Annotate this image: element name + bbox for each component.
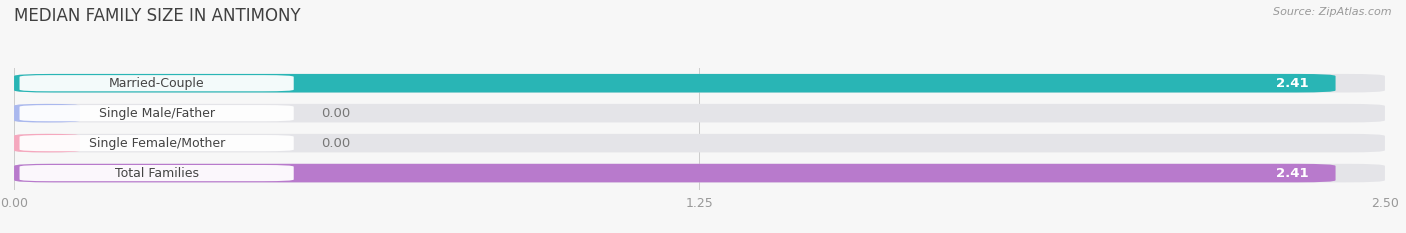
FancyBboxPatch shape — [14, 134, 80, 152]
Text: Source: ZipAtlas.com: Source: ZipAtlas.com — [1274, 7, 1392, 17]
FancyBboxPatch shape — [14, 104, 80, 123]
FancyBboxPatch shape — [14, 164, 1385, 182]
FancyBboxPatch shape — [20, 75, 294, 91]
Text: 2.41: 2.41 — [1275, 77, 1308, 90]
FancyBboxPatch shape — [20, 105, 294, 121]
Text: 2.41: 2.41 — [1275, 167, 1308, 180]
FancyBboxPatch shape — [20, 165, 294, 181]
Text: Single Male/Father: Single Male/Father — [98, 107, 215, 120]
FancyBboxPatch shape — [14, 164, 1336, 182]
FancyBboxPatch shape — [14, 134, 1385, 152]
Text: MEDIAN FAMILY SIZE IN ANTIMONY: MEDIAN FAMILY SIZE IN ANTIMONY — [14, 7, 301, 25]
Text: Total Families: Total Families — [115, 167, 198, 180]
Text: Married-Couple: Married-Couple — [108, 77, 204, 90]
FancyBboxPatch shape — [14, 74, 1385, 93]
Text: Single Female/Mother: Single Female/Mother — [89, 137, 225, 150]
FancyBboxPatch shape — [14, 74, 1336, 93]
Text: 0.00: 0.00 — [321, 137, 350, 150]
Text: 0.00: 0.00 — [321, 107, 350, 120]
FancyBboxPatch shape — [20, 135, 294, 151]
FancyBboxPatch shape — [14, 104, 1385, 123]
